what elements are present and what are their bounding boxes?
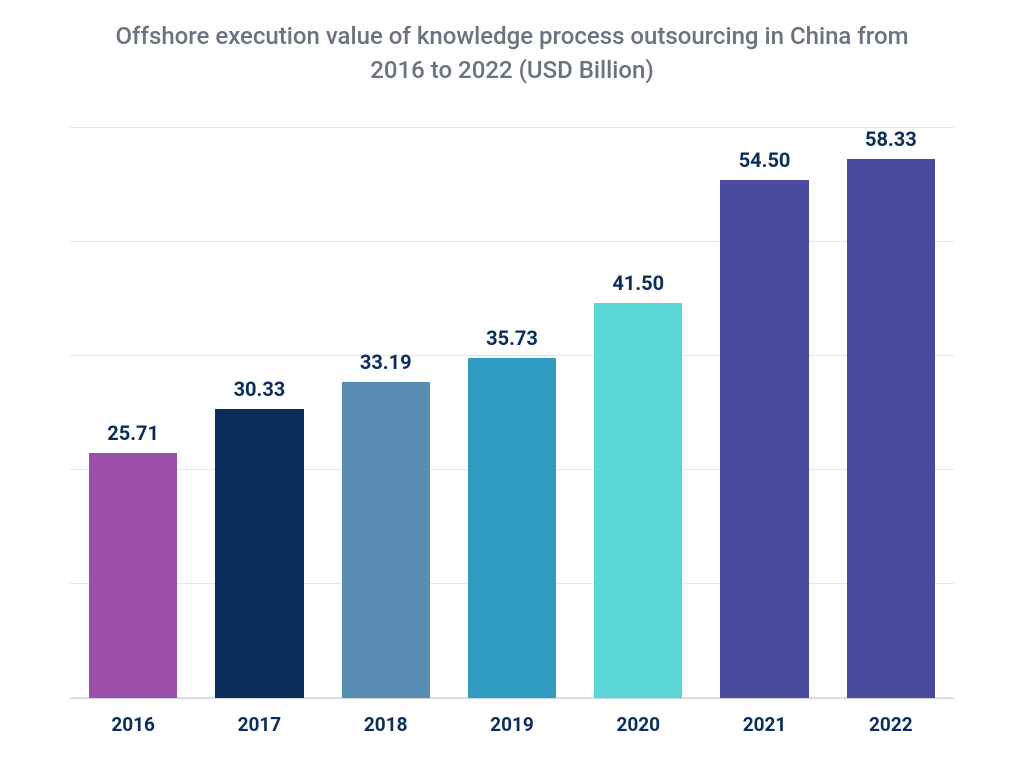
- bar: [720, 180, 808, 698]
- bar: [89, 453, 177, 698]
- bar: [468, 358, 556, 698]
- bar-value-label: 33.19: [360, 350, 412, 374]
- bars-group: 25.71 30.33 33.19 35.73 41.50 54.50 58.33: [70, 127, 954, 698]
- bar-slot: 41.50: [575, 127, 701, 698]
- bar: [594, 303, 682, 698]
- x-axis-label: 2017: [196, 701, 322, 736]
- bar-slot: 25.71: [70, 127, 196, 698]
- bar-slot: 33.19: [323, 127, 449, 698]
- bar-value-label: 35.73: [486, 326, 538, 350]
- bar-value-label: 58.33: [865, 127, 917, 151]
- x-axis-label: 2022: [828, 701, 954, 736]
- bar-slot: 35.73: [449, 127, 575, 698]
- bar: [215, 409, 303, 698]
- bar-slot: 30.33: [196, 127, 322, 698]
- bar: [847, 159, 935, 698]
- chart-title: Offshore execution value of knowledge pr…: [40, 20, 984, 107]
- x-axis-label: 2019: [449, 701, 575, 736]
- bar-slot: 54.50: [701, 127, 827, 698]
- bar: [342, 382, 430, 698]
- chart-container: Offshore execution value of knowledge pr…: [0, 0, 1024, 768]
- plot-area: 25.71 30.33 33.19 35.73 41.50 54.50 58.33 2016…: [70, 127, 954, 738]
- bar-slot: 58.33: [828, 127, 954, 698]
- x-axis-label: 2016: [70, 701, 196, 736]
- bar-value-label: 54.50: [739, 148, 791, 172]
- bar-value-label: 25.71: [107, 421, 159, 445]
- bar-value-label: 30.33: [234, 377, 286, 401]
- x-axis: 2016201720182019202020212022: [70, 698, 954, 738]
- x-axis-label: 2020: [575, 701, 701, 736]
- bar-value-label: 41.50: [612, 271, 664, 295]
- x-axis-label: 2018: [323, 701, 449, 736]
- x-axis-label: 2021: [701, 701, 827, 736]
